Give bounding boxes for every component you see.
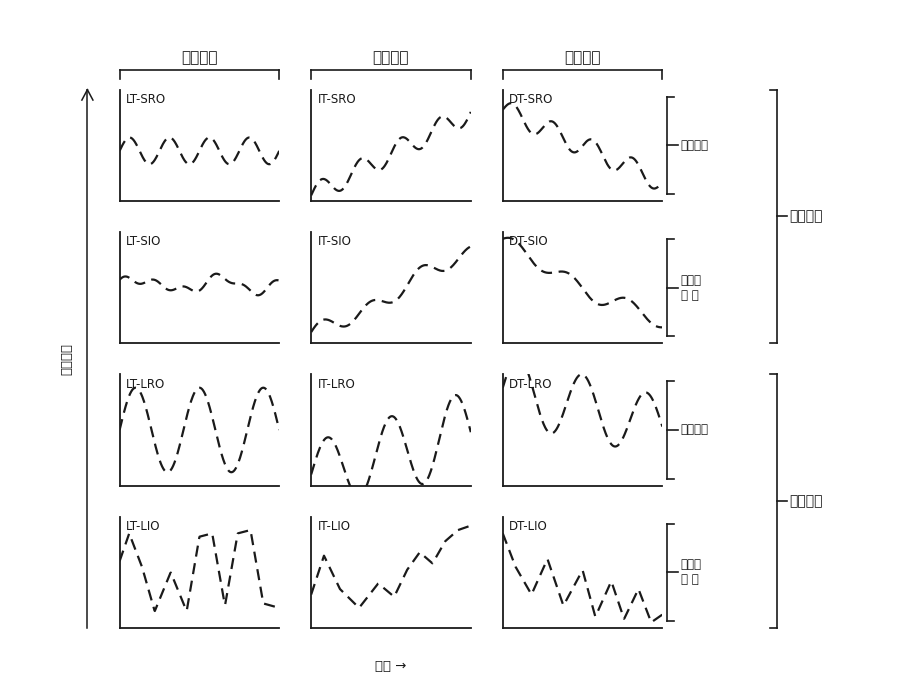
Text: 下降趋势: 下降趋势 <box>563 50 600 66</box>
Text: LT-SIO: LT-SIO <box>126 235 161 248</box>
Text: IT-LIO: IT-LIO <box>317 520 350 533</box>
Text: IT-SIO: IT-SIO <box>317 235 351 248</box>
Text: DT-LIO: DT-LIO <box>508 520 548 533</box>
Text: 规则波动: 规则波动 <box>680 139 708 152</box>
Text: 景观数量: 景观数量 <box>61 343 74 375</box>
Text: 规则波动: 规则波动 <box>680 424 708 437</box>
Text: DT-SIO: DT-SIO <box>508 235 548 248</box>
Text: LT-SRO: LT-SRO <box>126 93 166 106</box>
Text: LT-LIO: LT-LIO <box>126 520 160 533</box>
Text: 上升趋势: 上升趋势 <box>372 50 409 66</box>
Text: LT-LRO: LT-LRO <box>126 377 165 391</box>
Text: 波动较小: 波动较小 <box>789 210 822 224</box>
Text: IT-LRO: IT-LRO <box>317 377 355 391</box>
Text: 时间 →: 时间 → <box>375 660 406 673</box>
Text: 不规则
波 动: 不规则 波 动 <box>680 558 701 586</box>
Text: 水平趋势: 水平趋势 <box>181 50 218 66</box>
Text: DT-LRO: DT-LRO <box>508 377 552 391</box>
Text: 不规则
波 动: 不规则 波 动 <box>680 274 701 302</box>
Text: IT-SRO: IT-SRO <box>317 93 356 106</box>
Text: 波动较大: 波动较大 <box>789 494 822 508</box>
Text: DT-SRO: DT-SRO <box>508 93 553 106</box>
